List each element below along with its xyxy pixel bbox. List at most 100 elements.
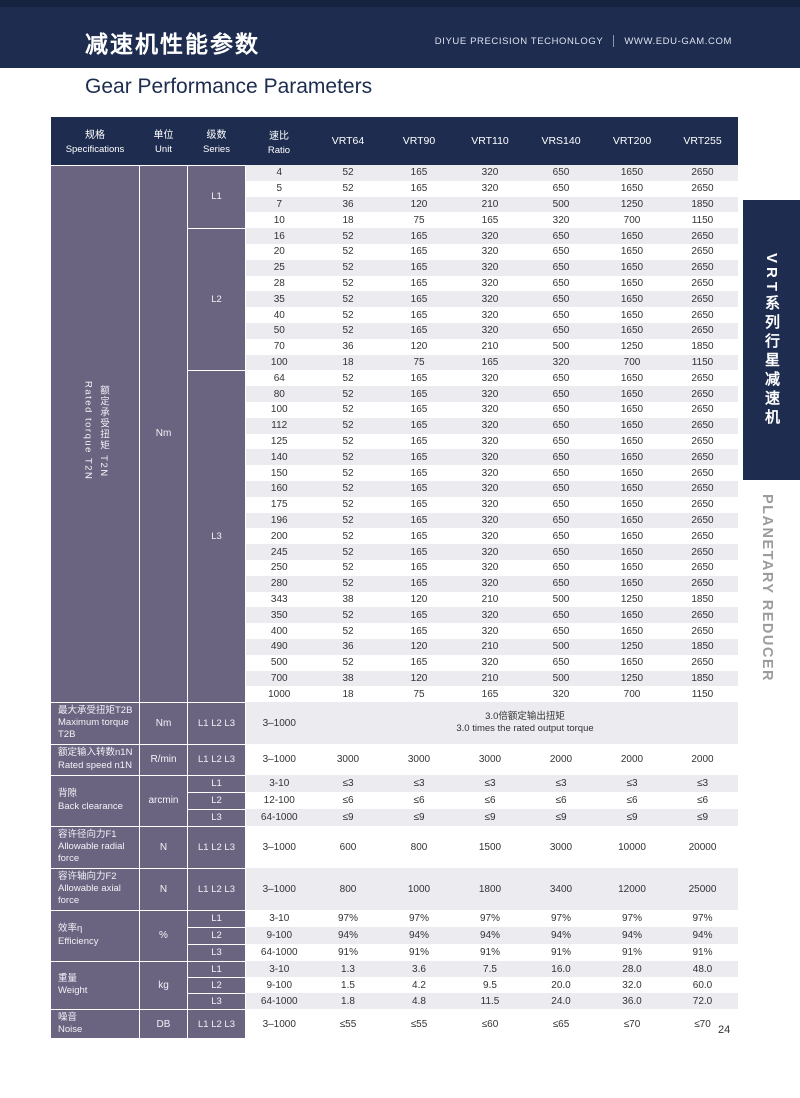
value-cell: 210 bbox=[454, 670, 526, 687]
value-cell: 165 bbox=[383, 291, 455, 308]
spec-zh: 额定输入转数n1N bbox=[58, 747, 133, 759]
value-cell: 75 bbox=[383, 212, 455, 229]
value-cell: 2650 bbox=[667, 370, 738, 387]
unit-cell: N bbox=[139, 867, 188, 911]
column-header-zh: 规格 bbox=[85, 130, 105, 142]
value-cell: 94% bbox=[596, 927, 668, 945]
value-cell: 120 bbox=[383, 638, 455, 655]
value-cell: 210 bbox=[454, 638, 526, 655]
unit-cell: R/min bbox=[139, 743, 188, 776]
value-cell: 1850 bbox=[667, 670, 738, 687]
table-row: 196 52 165 320 650 1650 2650 bbox=[51, 512, 738, 529]
ratio-cell: 10 bbox=[245, 212, 313, 229]
value-cell: 2000 bbox=[525, 744, 597, 776]
spec-cell-rated-torque: 额定承受扭矩 T2N Rated torque T2N bbox=[50, 164, 140, 703]
value-cell: 91% bbox=[667, 944, 738, 962]
column-header-en: Specifications bbox=[65, 144, 125, 156]
value-cell: 52 bbox=[312, 575, 384, 592]
table-row: 100 52 165 320 650 1650 2650 bbox=[51, 401, 738, 418]
value-cell: 52 bbox=[312, 559, 384, 576]
value-cell: 320 bbox=[454, 322, 526, 339]
value-cell: 320 bbox=[454, 654, 526, 671]
value-cell: 2650 bbox=[667, 607, 738, 624]
value-cell: 1650 bbox=[596, 322, 668, 339]
page-title-zh: 减速机性能参数 bbox=[85, 31, 260, 57]
value-cell: 650 bbox=[525, 307, 597, 323]
value-cell: 1850 bbox=[667, 196, 738, 213]
value-cell: 2650 bbox=[667, 165, 738, 181]
value-cell: 1.8 bbox=[312, 993, 384, 1010]
table-row: L3 64 52 165 320 650 1650 2650 bbox=[51, 369, 738, 703]
value-cell: 320 bbox=[454, 417, 526, 434]
value-cell: 2650 bbox=[667, 307, 738, 323]
value-cell: 1650 bbox=[596, 417, 668, 434]
value-cell: 800 bbox=[383, 826, 455, 869]
value-cell: 320 bbox=[454, 544, 526, 560]
ratio-cell: 12-100 bbox=[245, 792, 313, 810]
ratio-cell: 7 bbox=[245, 196, 313, 213]
value-cell: 36 bbox=[312, 638, 384, 655]
value-cell: 2650 bbox=[667, 544, 738, 560]
table-row: 最大承受扭矩T2B Maximum torque T2B Nm L1 L2 L3 3–1… bbox=[50, 701, 738, 745]
value-cell: 320 bbox=[454, 370, 526, 387]
value-cell: 210 bbox=[454, 591, 526, 608]
table-row: 35 52 165 320 650 1650 2650 bbox=[51, 291, 738, 308]
value-cell: 1500 bbox=[454, 826, 526, 869]
value-cell: 12000 bbox=[596, 868, 668, 911]
value-cell: 1650 bbox=[596, 623, 668, 639]
value-cell: 650 bbox=[525, 496, 597, 513]
ratio-cell: 5 bbox=[245, 180, 313, 197]
unit-cell: DB bbox=[139, 1008, 188, 1040]
series-cell: L1 bbox=[187, 909, 246, 928]
series-side-tab-label: VRT系列行星减速机 bbox=[763, 252, 780, 428]
value-cell: 1250 bbox=[596, 591, 668, 608]
value-cell: 1.5 bbox=[312, 977, 384, 994]
value-cell: ≤9 bbox=[383, 809, 455, 827]
value-cell: 1250 bbox=[596, 670, 668, 687]
value-cell: 1800 bbox=[454, 868, 526, 911]
page-number: 24 bbox=[718, 1024, 731, 1036]
value-cell: 650 bbox=[525, 623, 597, 639]
value-cell: 320 bbox=[454, 243, 526, 260]
merged-value-cell: 3.0倍额定输出扭矩 3.0 times the rated output tor… bbox=[312, 702, 738, 745]
unit-cell: arcmin bbox=[139, 774, 188, 827]
value-cell: 320 bbox=[454, 259, 526, 276]
value-cell: 1650 bbox=[596, 496, 668, 513]
value-cell: 165 bbox=[383, 575, 455, 592]
value-cell: 52 bbox=[312, 275, 384, 292]
spec-en: Back clearance bbox=[58, 800, 123, 812]
value-cell: 800 bbox=[312, 868, 384, 911]
table-row: 背隙 Back clearance arcmin L1 3-10 ≤3 ≤3 ≤3 ≤3 ≤3 ≤3 bbox=[50, 774, 738, 827]
value-cell: ≤9 bbox=[525, 809, 597, 827]
value-cell: 210 bbox=[454, 196, 526, 213]
table-row: 80 52 165 320 650 1650 2650 bbox=[51, 386, 738, 402]
spec-en: Weight bbox=[58, 985, 88, 997]
value-cell: 25000 bbox=[667, 868, 738, 911]
value-cell: 320 bbox=[454, 228, 526, 244]
ratio-cell: 343 bbox=[245, 591, 313, 608]
value-cell: 165 bbox=[383, 401, 455, 418]
value-cell: 650 bbox=[525, 417, 597, 434]
value-cell: 320 bbox=[454, 386, 526, 402]
series-side-label-en-text: PLANETARY REDUCER bbox=[759, 494, 775, 682]
value-cell: 650 bbox=[525, 607, 597, 624]
value-cell: 650 bbox=[525, 575, 597, 592]
value-cell: ≤70 bbox=[667, 1009, 738, 1039]
value-cell: 1650 bbox=[596, 401, 668, 418]
value-cell: 1850 bbox=[667, 591, 738, 608]
value-cell: 650 bbox=[525, 243, 597, 260]
value-cell: 1850 bbox=[667, 638, 738, 655]
value-cell: 3000 bbox=[312, 744, 384, 776]
series-side-tab: VRT系列行星减速机 bbox=[743, 200, 800, 480]
table-row: L3 64-1000 91% 91% 91% 91% 91% 91% bbox=[51, 943, 738, 962]
table-row: 额定输入转数n1N Rated speed n1N R/min L1 L2 L3 3–1… bbox=[50, 743, 738, 776]
value-cell: 75 bbox=[383, 354, 455, 371]
value-cell: 1650 bbox=[596, 275, 668, 292]
value-cell: 165 bbox=[383, 654, 455, 671]
value-cell: 320 bbox=[454, 433, 526, 450]
ratio-cell: 28 bbox=[245, 275, 313, 292]
value-cell: 2650 bbox=[667, 401, 738, 418]
value-cell: 320 bbox=[454, 275, 526, 292]
ratio-cell: 1000 bbox=[245, 686, 313, 703]
ratio-cell: 3-10 bbox=[245, 910, 313, 928]
